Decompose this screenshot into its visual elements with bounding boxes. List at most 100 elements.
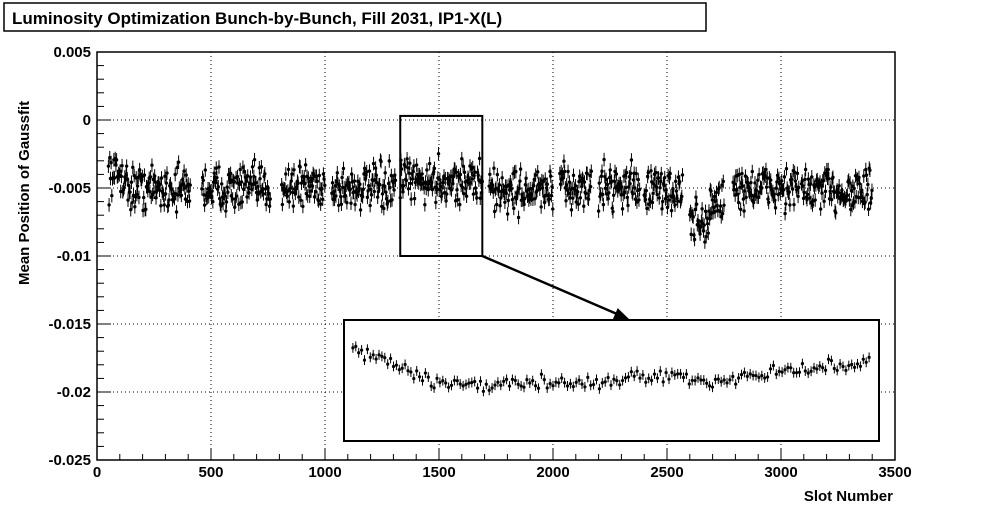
inset-data-point bbox=[429, 381, 433, 392]
data-point bbox=[823, 184, 828, 199]
data-point bbox=[318, 197, 323, 211]
data-point bbox=[258, 171, 262, 186]
data-point bbox=[176, 155, 181, 169]
data-point bbox=[291, 199, 296, 213]
data-point bbox=[575, 184, 580, 199]
data-point bbox=[732, 177, 737, 191]
data-point bbox=[680, 168, 685, 182]
inset-data-point bbox=[832, 363, 836, 374]
data-point bbox=[582, 175, 587, 189]
data-point bbox=[179, 188, 184, 203]
inset-data-point bbox=[374, 354, 378, 364]
data-point bbox=[462, 186, 466, 201]
data-point bbox=[109, 155, 113, 170]
inset-data-point bbox=[655, 373, 660, 384]
data-point bbox=[518, 162, 523, 176]
data-point bbox=[414, 158, 419, 172]
data-point bbox=[430, 182, 435, 197]
inset-data-point bbox=[597, 383, 602, 394]
inset-data-point bbox=[513, 375, 517, 386]
data-point bbox=[694, 197, 699, 212]
inset-data-point bbox=[745, 371, 749, 382]
data-point bbox=[792, 197, 796, 212]
data-point bbox=[114, 153, 119, 167]
data-point bbox=[609, 174, 614, 189]
data-point bbox=[184, 168, 188, 182]
data-point bbox=[475, 191, 479, 205]
inset-data-point bbox=[809, 366, 813, 377]
data-point bbox=[620, 202, 625, 216]
inset-data-point bbox=[577, 375, 581, 386]
inset-data-point bbox=[368, 352, 372, 363]
inset-data-point bbox=[800, 358, 805, 369]
inset-data-point bbox=[629, 366, 633, 377]
data-point bbox=[217, 160, 221, 174]
inset-data-point bbox=[574, 377, 578, 388]
data-point bbox=[361, 182, 366, 197]
data-point bbox=[148, 170, 153, 184]
data-point bbox=[149, 190, 153, 205]
data-point bbox=[330, 175, 335, 190]
data-point bbox=[705, 216, 710, 231]
data-point bbox=[245, 190, 249, 204]
data-point bbox=[568, 191, 572, 205]
inset-data-point bbox=[409, 367, 413, 378]
axis-ticks bbox=[96, 51, 896, 461]
inset-data-point bbox=[760, 370, 764, 381]
inset-data-point bbox=[771, 360, 776, 371]
data-point bbox=[458, 197, 462, 212]
data-point bbox=[334, 174, 339, 189]
inset-data-point bbox=[763, 373, 767, 383]
data-point bbox=[692, 232, 697, 247]
inset-data-point bbox=[386, 359, 390, 370]
data-point bbox=[471, 160, 475, 175]
data-point bbox=[390, 193, 394, 207]
inset-data-point bbox=[603, 376, 607, 387]
inset-data-point bbox=[507, 381, 512, 392]
data-point bbox=[334, 189, 338, 203]
inset-data-point bbox=[531, 375, 535, 386]
data-point bbox=[720, 206, 725, 221]
inset-data-point bbox=[452, 375, 456, 386]
inset-data-point bbox=[713, 374, 718, 385]
data-point bbox=[303, 158, 308, 172]
inset-data-point bbox=[589, 380, 593, 391]
data-point bbox=[562, 164, 567, 179]
inset-data-point bbox=[568, 378, 573, 389]
inset-data-point bbox=[690, 375, 694, 386]
inset-data-point bbox=[699, 375, 703, 385]
data-point bbox=[292, 162, 296, 177]
data-point bbox=[649, 164, 653, 178]
inset-data-point bbox=[728, 374, 732, 385]
inset-data-point bbox=[412, 373, 416, 384]
data-point bbox=[773, 201, 778, 215]
inset-data-point bbox=[789, 362, 793, 373]
data-point bbox=[442, 169, 446, 183]
inset-data-point bbox=[365, 344, 369, 355]
data-point bbox=[246, 169, 250, 183]
inset-data-point bbox=[853, 362, 857, 373]
inset-data-point bbox=[626, 372, 631, 382]
data-point bbox=[130, 195, 134, 210]
data-point bbox=[792, 165, 797, 180]
inset-data-point bbox=[420, 375, 425, 386]
y-tick-label: -0.02 bbox=[57, 384, 91, 401]
data-point bbox=[566, 164, 570, 179]
inset-data-point bbox=[371, 349, 375, 360]
inset-data-point bbox=[528, 378, 532, 388]
data-point bbox=[567, 175, 572, 189]
data-point bbox=[432, 161, 437, 176]
data-point bbox=[673, 198, 677, 212]
inset-data-point bbox=[394, 360, 398, 371]
data-point bbox=[321, 192, 325, 207]
inset-data-point bbox=[473, 376, 477, 387]
data-point bbox=[576, 197, 581, 212]
inset-data-point bbox=[545, 383, 549, 393]
inset-data-point bbox=[734, 379, 738, 390]
inset-data-point bbox=[621, 375, 625, 386]
data-point bbox=[345, 195, 349, 210]
inset-data-point bbox=[467, 378, 471, 389]
data-point bbox=[655, 187, 659, 202]
data-point bbox=[365, 164, 369, 179]
